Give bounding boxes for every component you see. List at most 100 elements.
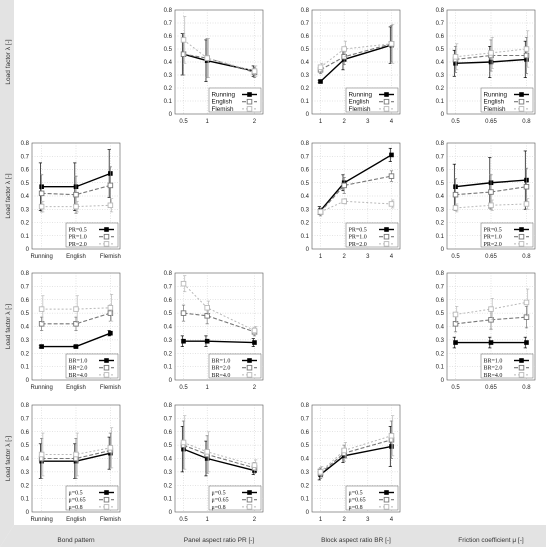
legend-entry: PR=0.5 bbox=[484, 228, 502, 234]
y-tick-label: 0.5 bbox=[301, 443, 310, 449]
data-point bbox=[519, 358, 524, 363]
y-tick-label: 0.2 bbox=[164, 86, 173, 92]
legend-entry: Flemish bbox=[484, 106, 507, 113]
subplot: 0 0.1 0.2 0.3 0.4 0.5 0.6 0.7 0.8 0.5 0.65 0.8 Runni… bbox=[436, 8, 536, 125]
x-tick-label: 1 bbox=[206, 385, 210, 391]
row-label: Load factor λ [-] bbox=[5, 436, 12, 481]
x-tick-label: 0.5 bbox=[179, 119, 188, 125]
series-line bbox=[183, 53, 255, 73]
y-tick-label: 0.5 bbox=[164, 443, 173, 449]
data-point bbox=[383, 241, 390, 247]
y-tick-label: 0.3 bbox=[436, 73, 445, 79]
data-point bbox=[383, 496, 390, 503]
y-tick-label: 0.3 bbox=[21, 207, 30, 213]
data-point bbox=[39, 344, 44, 349]
data-point bbox=[246, 504, 253, 510]
y-tick-label: 0.2 bbox=[301, 221, 310, 227]
data-point bbox=[180, 439, 187, 446]
subplot: 0 0.1 0.2 0.3 0.4 0.5 0.6 0.7 0.8 0.5 0.65 0.8 BR=1.… bbox=[436, 271, 536, 391]
data-point bbox=[488, 340, 494, 345]
data-point bbox=[73, 321, 79, 327]
y-tick-label: 0.7 bbox=[164, 284, 173, 290]
x-tick-label: 2 bbox=[253, 517, 257, 523]
legend: PR=0.5PR=1.0PR=2.0 bbox=[345, 222, 399, 248]
data-point bbox=[384, 92, 389, 97]
data-point bbox=[73, 191, 79, 198]
data-point bbox=[246, 106, 253, 112]
x-tick-label: 2 bbox=[343, 517, 347, 523]
x-tick-label: Running bbox=[30, 254, 52, 260]
legend-entry: PR=0.5 bbox=[69, 228, 87, 234]
y-tick-label: 0.1 bbox=[164, 99, 173, 105]
y-tick-label: 0.7 bbox=[21, 154, 30, 160]
y-tick-label: 0 bbox=[26, 510, 30, 516]
data-point bbox=[180, 280, 187, 287]
x-tick-label: Flemish bbox=[100, 385, 121, 391]
y-tick-label: 0.4 bbox=[21, 194, 30, 200]
legend: μ=0.5μ=0.65μ=0.8 bbox=[208, 485, 262, 511]
data-point bbox=[518, 241, 525, 247]
data-point bbox=[252, 340, 257, 345]
y-tick-label: 0 bbox=[26, 378, 30, 384]
data-point bbox=[389, 152, 394, 158]
data-point bbox=[104, 490, 109, 495]
y-tick-label: 0.4 bbox=[301, 457, 310, 463]
legend-entry: BR=2.0 bbox=[484, 366, 503, 372]
x-tick-label: 3 bbox=[366, 254, 370, 260]
x-tick-label: English bbox=[66, 254, 86, 260]
y-tick-label: 0 bbox=[26, 247, 30, 253]
y-tick-label: 0.8 bbox=[301, 403, 310, 409]
x-tick-label: English bbox=[66, 517, 86, 523]
legend-entry: Running bbox=[212, 92, 236, 99]
legend-box bbox=[65, 222, 119, 248]
y-tick-label: 0 bbox=[169, 378, 173, 384]
y-tick-label: 0 bbox=[441, 247, 445, 253]
y-tick-label: 0.6 bbox=[21, 168, 30, 174]
data-point bbox=[523, 299, 530, 306]
legend-entry: Flemish bbox=[212, 106, 235, 113]
data-point bbox=[518, 98, 525, 105]
data-point bbox=[383, 98, 390, 105]
data-point bbox=[204, 338, 210, 344]
legend: μ=0.5μ=0.65μ=0.8 bbox=[345, 485, 399, 511]
y-tick-label: 0.6 bbox=[164, 430, 173, 436]
y-tick-label: 0.6 bbox=[164, 298, 173, 304]
data-point bbox=[104, 227, 109, 232]
y-tick-label: 0 bbox=[441, 378, 445, 384]
y-tick-label: 0.7 bbox=[436, 21, 445, 27]
data-point bbox=[180, 51, 187, 57]
subplot: 0 0.1 0.2 0.3 0.4 0.5 0.6 0.7 0.8 0.5 1 2 RunningEng… bbox=[164, 8, 264, 125]
y-tick-label: 0.3 bbox=[164, 470, 173, 476]
y-tick-label: 0.2 bbox=[301, 483, 310, 489]
x-tick-label: 0.5 bbox=[451, 385, 460, 391]
legend-entry: PR=2.0 bbox=[349, 242, 367, 248]
legend-entry: μ=0.65 bbox=[69, 498, 86, 504]
data-point bbox=[103, 241, 110, 247]
data-point bbox=[73, 344, 79, 349]
legend-box bbox=[65, 485, 119, 511]
y-tick-label: 0.3 bbox=[164, 338, 173, 344]
data-point bbox=[518, 233, 525, 240]
y-tick-label: 0.3 bbox=[436, 207, 445, 213]
legend: BR=1.0BR=2.0BR=4.0 bbox=[480, 353, 534, 379]
y-tick-label: 0.4 bbox=[301, 60, 310, 66]
y-tick-label: 0.5 bbox=[301, 47, 310, 53]
series-line bbox=[41, 449, 111, 460]
data-point bbox=[318, 79, 323, 84]
x-tick-label: 4 bbox=[390, 119, 394, 125]
series bbox=[180, 275, 258, 335]
data-point bbox=[341, 182, 347, 189]
y-tick-label: 0.8 bbox=[21, 271, 30, 277]
series bbox=[452, 30, 530, 71]
x-tick-label: 0.5 bbox=[451, 119, 460, 125]
series-line bbox=[320, 435, 392, 473]
x-tick-label: 2 bbox=[253, 119, 257, 125]
subplot: 0 0.1 0.2 0.3 0.4 0.5 0.6 0.7 0.8 Running English F… bbox=[21, 403, 121, 523]
y-tick-label: 0.7 bbox=[436, 284, 445, 290]
x-tick-label: 0.65 bbox=[485, 254, 497, 260]
data-point bbox=[246, 372, 253, 378]
data-point bbox=[523, 52, 530, 59]
